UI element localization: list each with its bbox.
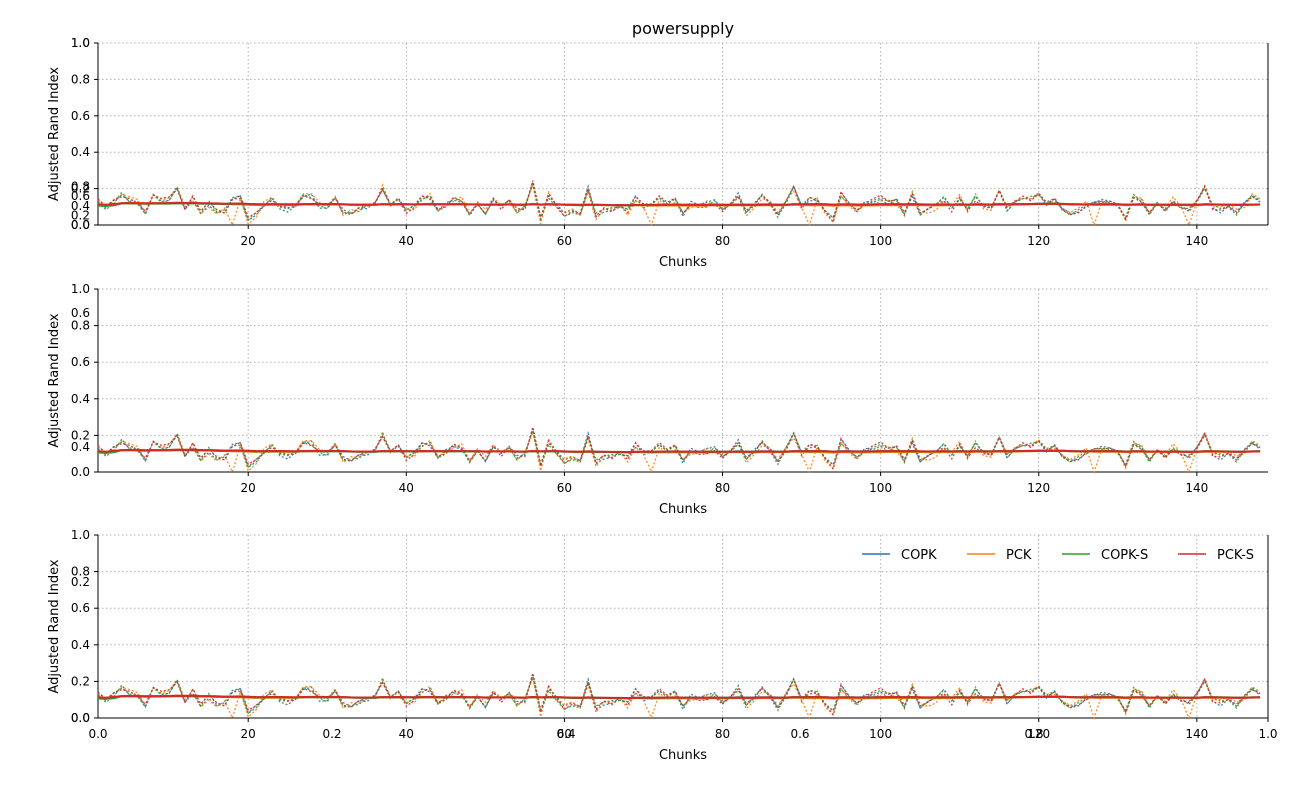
x-tick-label: 140: [1185, 727, 1208, 741]
y-tick-label: 0.4: [71, 638, 90, 652]
x-tick-label: 100: [869, 727, 892, 741]
y-tick-label: 0.0: [71, 711, 90, 725]
legend-label-copk-s: COPK-S: [1101, 548, 1148, 563]
series-raw-pck-s: [97, 673, 1261, 717]
x-tick-label: 60: [557, 727, 572, 741]
overlay-y-tick-label: 1.0: [71, 36, 90, 50]
series-raw-pck: [97, 183, 1261, 228]
y-tick-label: 0.6: [71, 601, 90, 615]
overlay-y-tick-label: 0.2: [71, 575, 90, 589]
x-tick-label: 80: [715, 234, 730, 248]
x-tick-label: 100: [869, 481, 892, 495]
series-smoothed-pck-s: [97, 201, 1261, 207]
overlay-y-tick-label: 0.8: [71, 180, 90, 194]
overlay-x-tick-label: 0.8: [1024, 727, 1043, 741]
x-tick-label: 120: [1027, 234, 1050, 248]
subplot-1: 0.00.20.40.60.81.00.00.20.40.60.81.020 40…: [47, 19, 1269, 270]
y-tick-label: 0.2: [71, 674, 90, 688]
y-tick-label: 0.8: [71, 565, 90, 579]
y-tick-label: 1.0: [71, 282, 90, 296]
y-axis-label: Adjusted Rand Index: [47, 559, 62, 693]
series-raw-copk-s: [97, 674, 1261, 715]
series-raw-copk: [97, 181, 1261, 222]
legend-label-copk: COPK: [901, 548, 937, 563]
overlay-y-tick-label: 0.4: [71, 440, 90, 454]
y-tick-label: 1.0: [71, 36, 90, 50]
overlay-x-tick-label: 0.2: [322, 727, 341, 741]
overlay-y-tick-label: 0.0: [71, 711, 90, 725]
x-tick-label: 140: [1185, 481, 1208, 495]
series-smoothed-pck-s: [97, 694, 1261, 700]
y-tick-label: 0.4: [71, 392, 90, 406]
x-tick-label: 20: [241, 234, 256, 248]
y-tick-label: 0.4: [71, 145, 90, 159]
overlay-y-tick-label: 0.6: [71, 306, 90, 320]
x-tick-label: 80: [715, 727, 730, 741]
y-axis-label: Adjusted Rand Index: [47, 67, 62, 201]
legend-label-pck-s: PCK-S: [1217, 548, 1254, 563]
overlay-x-tick-label: 1.0: [1258, 727, 1277, 741]
series-smoothed-pck-s: [97, 448, 1261, 454]
series-raw-pck-s: [97, 427, 1261, 471]
x-tick-label: 120: [1027, 727, 1050, 741]
x-tick-label: 60: [557, 481, 572, 495]
overlay-y-tick-label: 0.4: [71, 199, 90, 213]
series-raw-pck-s: [97, 180, 1261, 224]
y-tick-label: 0.6: [71, 109, 90, 123]
y-tick-label: 1.0: [71, 528, 90, 542]
x-tick-label: 20: [241, 727, 256, 741]
overlay-y-tick-label: 0.6: [71, 189, 90, 203]
x-tick-label: 100: [869, 234, 892, 248]
legend: COPK PCK COPK-S PCK-S: [862, 548, 1254, 563]
y-tick-label: 0.8: [71, 319, 90, 333]
legend-label-pck: PCK: [1006, 548, 1032, 563]
y-tick-label: 0.0: [71, 465, 90, 479]
y-tick-label: 0.0: [71, 218, 90, 232]
x-tick-label: 40: [399, 481, 414, 495]
x-tick-label: 40: [399, 727, 414, 741]
x-tick-label: 60: [557, 234, 572, 248]
y-tick-label: 0.2: [71, 428, 90, 442]
chart-title: powersupply: [632, 19, 734, 38]
overlay-x-tick-label: 0.0: [88, 727, 107, 741]
x-axis-label: Chunks: [659, 748, 707, 763]
overlay-x-tick-label: 0.6: [790, 727, 809, 741]
x-tick-label: 80: [715, 481, 730, 495]
y-tick-label: 0.6: [71, 355, 90, 369]
x-axis-label: Chunks: [659, 502, 707, 517]
overlay-y-tick-label: 0.0: [71, 218, 90, 232]
y-tick-label: 0.8: [71, 72, 90, 86]
x-tick-label: 120: [1027, 481, 1050, 495]
series-raw-copk: [97, 428, 1261, 469]
series-raw-copk: [97, 674, 1261, 715]
subplot-2: 0.00.20.40.60.81.00.40.620 40 60 80 100 120 14…: [47, 282, 1268, 517]
y-axis-label: Adjusted Rand Index: [47, 313, 62, 447]
subplot-3: 0.0 0.2 0.4 0.6 0.8 1.0 0.0 0.2 20 40 60 80 100 120 14…: [47, 528, 1278, 763]
series-raw-copk-s: [97, 428, 1261, 469]
x-axis-label: Chunks: [659, 255, 707, 270]
x-tick-label: 40: [399, 234, 414, 248]
y-tick-label: 0.2: [71, 182, 90, 196]
overlay-y-tick-label: 0.2: [71, 208, 90, 222]
overlay-x-tick-label: 0.4: [556, 727, 575, 741]
x-tick-label: 20: [241, 481, 256, 495]
x-tick-label: 140: [1185, 234, 1208, 248]
